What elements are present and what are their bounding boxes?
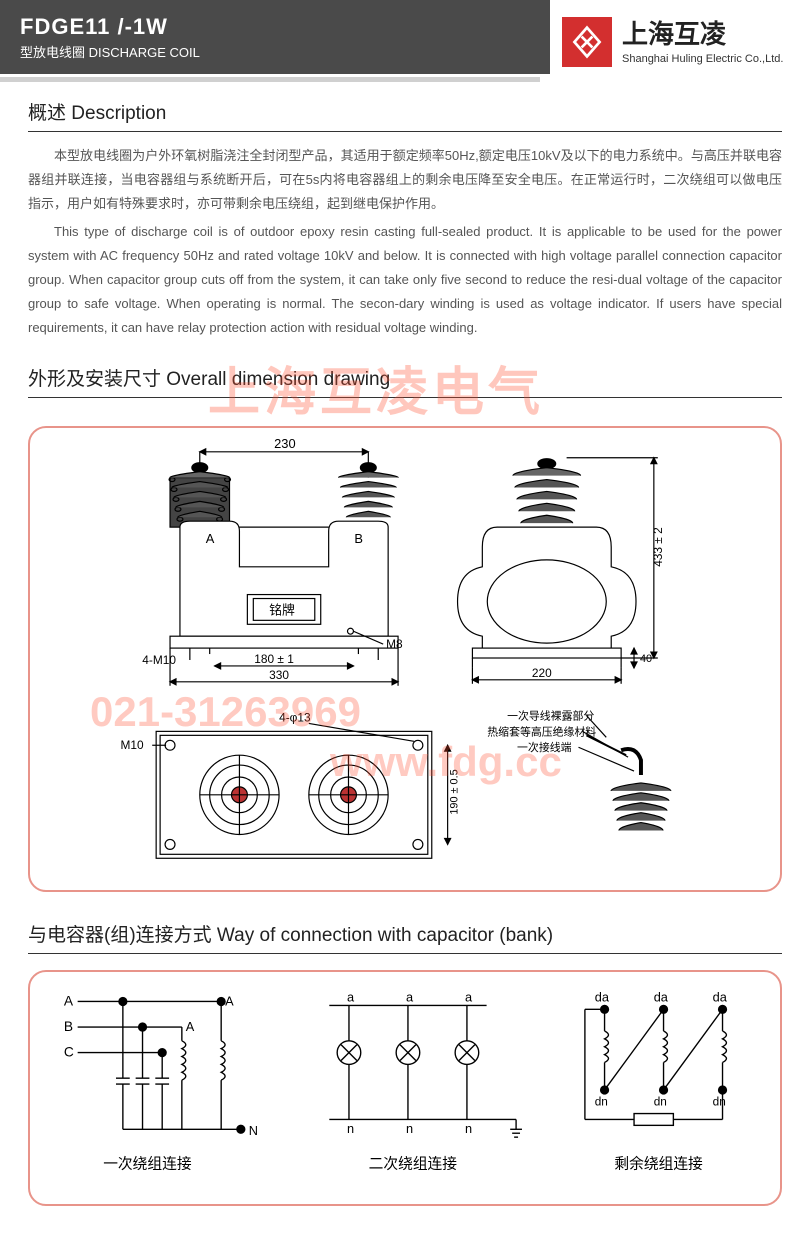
svg-text:一次接线端: 一次接线端 [517,741,572,755]
header-divider [0,77,540,82]
svg-text:433 ± 2: 433 ± 2 [651,528,665,568]
company-logo-icon [562,17,612,67]
svg-text:230: 230 [274,436,295,451]
header-title-block: FDGE11 /-1W 型放电线圈 DISCHARGE COIL [20,14,200,61]
svg-text:M10: M10 [120,739,143,753]
dimension-heading-text: 外形及安装尺寸 Overall dimension drawing [28,369,390,390]
connection-drawing: A B C A A [28,970,782,1206]
connection-section: 与电容器(组)连接方式 Way of connection with capac… [28,920,782,1206]
svg-text:dn: dn [595,1096,608,1109]
svg-text:n: n [465,1122,472,1137]
description-cn: 本型放电线圈为户外环氧树脂浇注全封闭型产品，其适用于额定频率50Hz,额定电压1… [28,144,782,216]
description-heading: 概述 Description [28,98,782,132]
svg-text:B: B [64,1019,73,1034]
svg-text:4-M10: 4-M10 [142,653,176,667]
svg-text:n: n [406,1122,413,1137]
header: FDGE11 /-1W 型放电线圈 DISCHARGE COIL 上海互凌 Sh… [0,0,810,74]
content: 概述 Description 本型放电线圈为户外环氧树脂浇注全封闭型产品，其适用… [0,74,810,1206]
svg-text:A: A [186,1019,195,1034]
connection-svg: A B C A A [30,972,780,1204]
svg-text:330: 330 [269,668,289,682]
svg-text:铭牌: 铭牌 [269,603,295,618]
model-number: FDGE11 /-1W [20,14,200,40]
svg-text:a: a [347,990,355,1005]
description-en: This type of discharge coil is of outdoo… [28,220,782,340]
svg-text:dn: dn [654,1096,667,1109]
dimension-heading: 外形及安装尺寸 Overall dimension drawing 上海互凌电气 [28,364,782,398]
svg-text:4-φ13: 4-φ13 [279,711,311,725]
dimension-drawing: 230 [28,426,782,892]
svg-text:M8: M8 [386,637,403,651]
svg-text:da: da [654,990,669,1005]
svg-text:dn: dn [713,1096,726,1109]
svg-text:A: A [206,531,215,546]
dimension-svg: 230 [30,428,780,890]
svg-text:A: A [225,994,234,1009]
svg-text:40: 40 [640,653,652,665]
svg-text:二次绕组连接: 二次绕组连接 [369,1156,458,1173]
svg-text:剩余绕组连接: 剩余绕组连接 [614,1155,703,1173]
svg-text:热缩套等高压绝缘材料: 热缩套等高压绝缘材料 [487,725,596,739]
svg-text:a: a [406,990,414,1005]
svg-text:da: da [595,990,610,1005]
dimension-section: 外形及安装尺寸 Overall dimension drawing 上海互凌电气… [28,364,782,892]
connection-heading: 与电容器(组)连接方式 Way of connection with capac… [28,920,782,954]
svg-text:a: a [465,990,473,1005]
svg-text:190 ± 0.5: 190 ± 0.5 [449,770,461,815]
svg-text:B: B [354,531,363,546]
svg-text:C: C [64,1045,74,1060]
svg-text:n: n [347,1122,354,1137]
company-name: 上海互凌 Shanghai Huling Electric Co.,Ltd. [622,18,783,66]
svg-text:da: da [713,990,728,1005]
svg-text:一次绕组连接: 一次绕组连接 [103,1156,192,1173]
company-name-cn: 上海互凌 [622,18,783,52]
model-subtitle: 型放电线圈 DISCHARGE COIL [20,42,200,61]
company-name-en: Shanghai Huling Electric Co.,Ltd. [622,52,783,66]
description-body: 本型放电线圈为户外环氧树脂浇注全封闭型产品，其适用于额定频率50Hz,额定电压1… [28,144,782,340]
svg-text:A: A [64,994,74,1009]
svg-text:180 ± 1: 180 ± 1 [254,652,294,666]
svg-text:一次导线裸露部分: 一次导线裸露部分 [507,709,594,723]
company-block: 上海互凌 Shanghai Huling Electric Co.,Ltd. [550,0,810,86]
svg-text:N: N [249,1124,258,1139]
svg-text:220: 220 [532,666,552,680]
